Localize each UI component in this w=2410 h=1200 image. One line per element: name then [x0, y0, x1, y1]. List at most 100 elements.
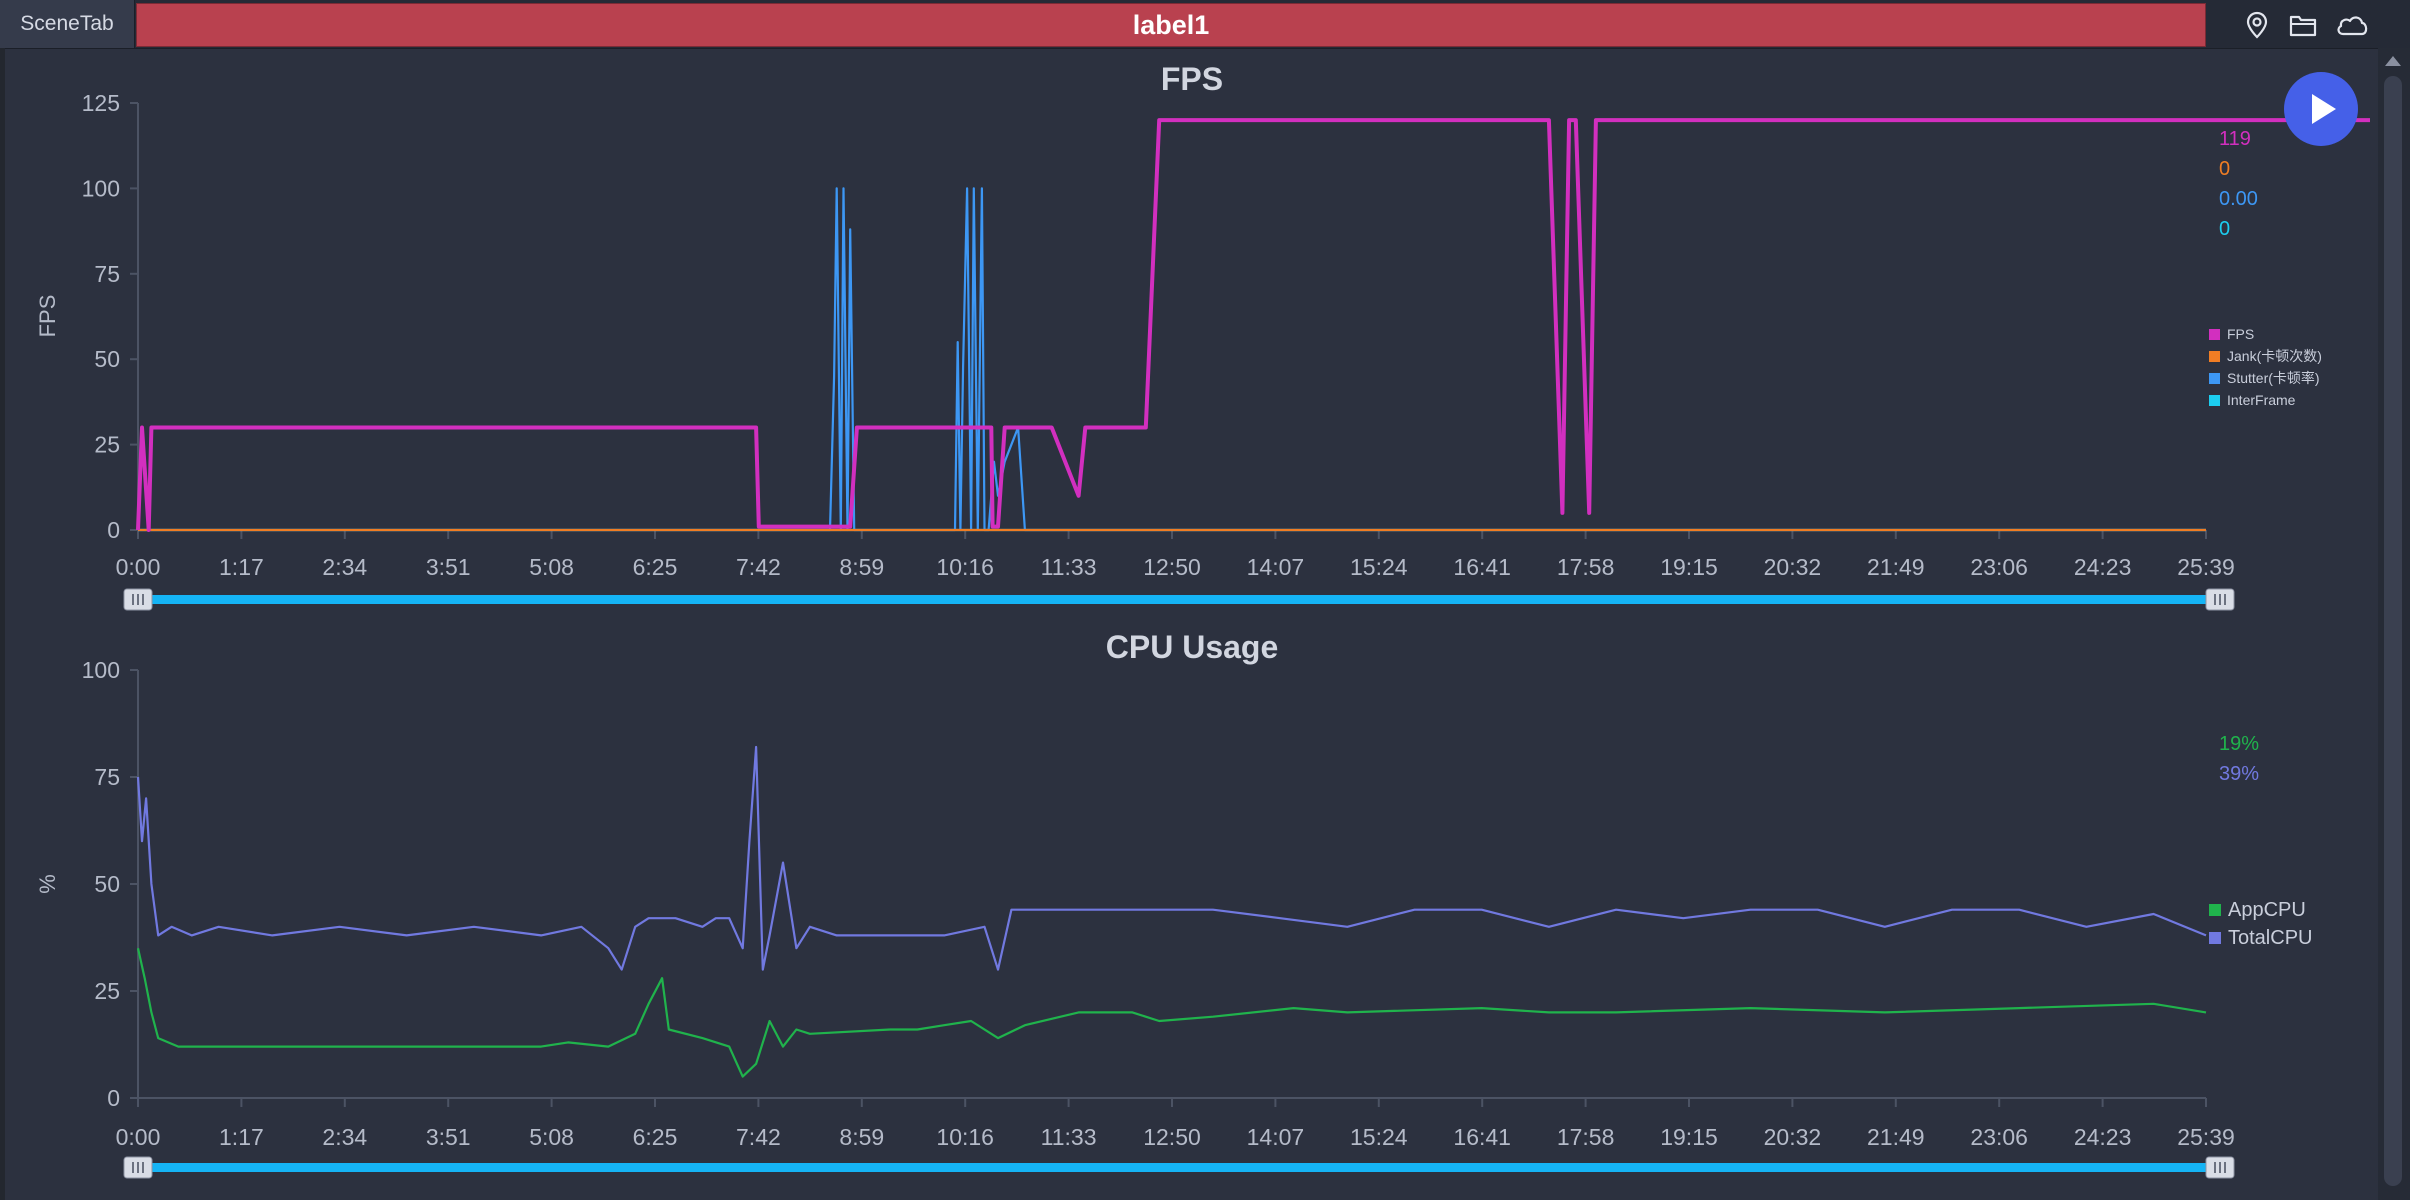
fps-x-tick-label: 11:33: [1041, 554, 1097, 580]
cpu-series: [136, 745, 2207, 1078]
cpu-x-tick-label: 1:17: [219, 1124, 264, 1150]
cpu-x-tick-label: 14:07: [1247, 1124, 1305, 1150]
fps-current-value: 0: [2219, 218, 2230, 240]
cpu-y-tick-label: 0: [107, 1085, 120, 1111]
legend-swatch-fps[interactable]: [2209, 329, 2220, 340]
scroll-up-icon[interactable]: [2385, 56, 2401, 66]
legend-label-stutter[interactable]: Stutter(卡顿率): [2227, 370, 2320, 386]
cpu-y-axis-label: %: [35, 874, 60, 894]
cpu-slider-right-handle[interactable]: [2205, 1156, 2235, 1179]
cloud-icon[interactable]: [2334, 10, 2370, 40]
legend-swatch-total_cpu[interactable]: [2209, 932, 2221, 944]
fps-series: [136, 118, 2370, 532]
fps-x-tick-label: 20:32: [1764, 554, 1822, 580]
series-line-app_cpu: [136, 947, 2207, 1078]
fps-slider-left-handle[interactable]: [123, 588, 153, 611]
cpu-slider-left-handle[interactable]: [123, 1156, 153, 1179]
fps-y-ticks: 0 25 50 75 100 125: [82, 90, 120, 543]
fps-current-value: 119: [2219, 128, 2251, 150]
fps-x-tick-label: 10:16: [936, 554, 994, 580]
legend-label-total_cpu[interactable]: TotalCPU: [2228, 927, 2312, 949]
cpu-x-tick-label: 7:42: [736, 1124, 781, 1150]
fps-y-tick-label: 125: [82, 90, 120, 116]
cpu-x-tick-label: 17:58: [1557, 1124, 1615, 1150]
fps-x-tick-label: 17:58: [1557, 554, 1615, 580]
cpu-chart-title: CPU Usage: [1106, 629, 1279, 665]
fps-grid: [130, 102, 2207, 539]
cpu-grid: [130, 669, 2207, 1107]
legend-swatch-interframe[interactable]: [2209, 395, 2220, 406]
scrollbar-thumb[interactable]: [2384, 76, 2402, 1186]
fps-x-tick-label: 14:07: [1247, 554, 1305, 580]
fps-y-tick-label: 0: [107, 517, 120, 543]
fps-chart-title: FPS: [1161, 61, 1223, 97]
fps-y-tick-label: 100: [82, 175, 120, 201]
legend-swatch-jank[interactable]: [2209, 351, 2220, 362]
legend-label-app_cpu[interactable]: AppCPU: [2228, 899, 2306, 921]
fps-chart: FPS FPS 0 25 50 75 100 125 0:00 1:17 2:34 3:51 5:…: [35, 61, 2370, 611]
cpu-range-slider[interactable]: [123, 1156, 2235, 1179]
fps-slider-track[interactable]: [140, 595, 2218, 604]
fps-x-tick-label: 1:17: [219, 554, 264, 580]
cpu-y-tick-label: 50: [94, 871, 120, 897]
legend-swatch-stutter[interactable]: [2209, 373, 2220, 384]
charts-canvas: FPS FPS 0 25 50 75 100 125 0:00 1:17 2:34 3:51 5:…: [35, 61, 2370, 1179]
cpu-legend: AppCPU TotalCPU: [2209, 899, 2312, 949]
cpu-x-tick-label: 15:24: [1350, 1124, 1408, 1150]
cpu-x-tick-label: 3:51: [426, 1124, 471, 1150]
fps-current-value: 0: [2219, 158, 2230, 180]
fps-y-tick-label: 25: [94, 432, 120, 458]
fps-x-tick-label: 8:59: [839, 554, 884, 580]
fps-legend: FPS Jank(卡顿次数) Stutter(卡顿率) InterFrame: [2209, 326, 2322, 408]
fps-x-tick-label: 5:08: [529, 554, 574, 580]
cpu-current-value: 19%: [2219, 733, 2259, 755]
cpu-slider-track[interactable]: [140, 1163, 2218, 1172]
cpu-current-value: 39%: [2219, 763, 2259, 785]
fps-range-slider[interactable]: [123, 588, 2235, 611]
series-line-total_cpu: [136, 745, 2207, 971]
fps-x-tick-label: 0:00: [116, 554, 161, 580]
cpu-x-tick-label: 0:00: [116, 1124, 161, 1150]
fps-x-tick-label: 15:24: [1350, 554, 1408, 580]
fps-x-tick-label: 24:23: [2074, 554, 2132, 580]
cpu-x-tick-label: 5:08: [529, 1124, 574, 1150]
fps-x-ticks: 0:00 1:17 2:34 3:51 5:08 6:25 7:42 8:59 10:16 11:…: [116, 554, 2235, 580]
cpu-x-tick-label: 8:59: [839, 1124, 884, 1150]
cpu-x-tick-label: 11:33: [1041, 1124, 1097, 1150]
cpu-x-tick-label: 10:16: [936, 1124, 994, 1150]
cpu-x-tick-label: 6:25: [633, 1124, 678, 1150]
label-tab[interactable]: label1: [136, 3, 2206, 47]
fps-x-tick-label: 2:34: [322, 554, 367, 580]
fps-y-tick-label: 75: [94, 261, 120, 287]
left-edge: [0, 48, 5, 1200]
location-icon[interactable]: [2242, 10, 2272, 40]
cpu-y-tick-label: 100: [82, 657, 120, 683]
cpu-x-ticks: 0:00 1:17 2:34 3:51 5:08 6:25 7:42 8:59 10:16 11:…: [116, 1124, 2235, 1150]
cpu-y-ticks: 0 25 50 75 100: [82, 657, 120, 1111]
series-line-stutter: [138, 187, 2206, 532]
play-button[interactable]: [2284, 72, 2358, 146]
folder-icon[interactable]: [2288, 10, 2318, 40]
play-icon: [2312, 94, 2336, 124]
cpu-x-tick-label: 24:23: [2074, 1124, 2132, 1150]
legend-label-interframe[interactable]: InterFrame: [2227, 392, 2296, 408]
fps-x-tick-label: 21:49: [1867, 554, 1925, 580]
cpu-x-tick-label: 23:06: [1970, 1124, 2028, 1150]
legend-swatch-app_cpu[interactable]: [2209, 904, 2221, 916]
cpu-x-tick-label: 21:49: [1867, 1124, 1925, 1150]
cpu-x-tick-label: 16:41: [1453, 1124, 1511, 1150]
series-line-fps: [136, 118, 2370, 532]
fps-x-tick-label: 7:42: [736, 554, 781, 580]
cpu-x-tick-label: 25:39: [2177, 1124, 2235, 1150]
fps-slider-right-handle[interactable]: [2205, 588, 2235, 611]
fps-y-tick-label: 50: [94, 346, 120, 372]
legend-label-jank[interactable]: Jank(卡顿次数): [2227, 348, 2322, 364]
cpu-current-values: 19%39%: [2219, 733, 2259, 785]
fps-x-tick-label: 12:50: [1143, 554, 1201, 580]
cpu-x-tick-label: 2:34: [322, 1124, 367, 1150]
scene-tab[interactable]: SceneTab: [0, 0, 135, 48]
fps-y-axis-label: FPS: [35, 295, 60, 338]
cpu-x-tick-label: 12:50: [1143, 1124, 1201, 1150]
legend-label-fps[interactable]: FPS: [2227, 326, 2254, 342]
fps-x-tick-label: 19:15: [1660, 554, 1718, 580]
